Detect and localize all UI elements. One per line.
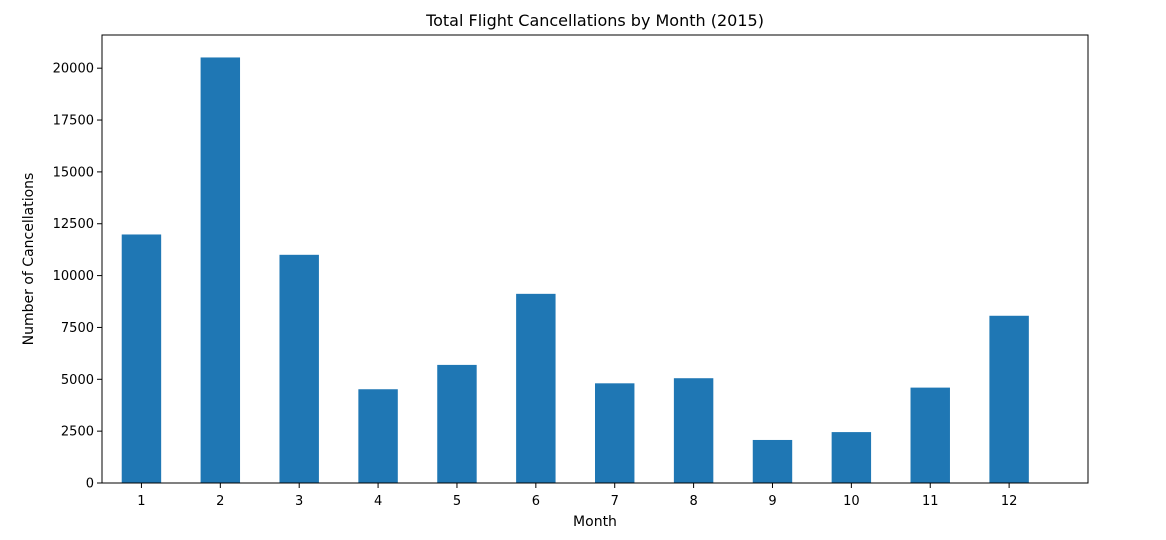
y-tick-label: 0	[86, 477, 94, 492]
x-tick-label: 7	[611, 494, 619, 509]
bar-month-3	[279, 254, 319, 483]
x-tick-label: 12	[1001, 494, 1018, 509]
bar-month-7	[595, 383, 635, 483]
y-tick-label: 12500	[53, 217, 94, 232]
x-axis-label: Month	[573, 514, 617, 530]
x-tick-label: 3	[295, 494, 303, 509]
x-tick-label: 6	[532, 494, 540, 509]
bar-month-10	[831, 432, 872, 483]
y-axis: 0 2500 5000 7500 10000 12500 15000 17500 20000	[53, 62, 102, 492]
bar-month-2	[200, 57, 241, 484]
x-tick-label: 2	[216, 494, 224, 509]
y-axis-label: Number of Cancellations	[21, 173, 37, 346]
bar-month-12	[989, 315, 1029, 483]
bar-month-8	[673, 378, 714, 483]
bar-month-9	[752, 439, 793, 483]
bar-month-6	[516, 293, 556, 483]
bar-month-1	[121, 234, 162, 483]
y-tick-label: 15000	[53, 165, 94, 180]
y-tick-label: 10000	[53, 269, 94, 284]
y-tick-label: 7500	[61, 321, 94, 336]
bars-layer	[121, 57, 1029, 484]
bar-month-4	[358, 389, 398, 483]
y-tick-label: 2500	[61, 425, 94, 440]
x-tick-label: 10	[843, 494, 860, 509]
x-axis: 1 2 3 4 5 6 7 8 9 10 11 12	[137, 483, 1017, 509]
y-tick-label: 20000	[53, 62, 94, 77]
plot-frame	[101, 34, 1089, 484]
x-tick-label: 9	[768, 494, 776, 509]
bar-month-11	[910, 387, 950, 483]
chart-title: Total Flight Cancellations by Month (201…	[425, 11, 764, 30]
x-tick-label: 4	[374, 494, 382, 509]
x-tick-label: 5	[453, 494, 461, 509]
x-tick-label: 1	[137, 494, 145, 509]
y-tick-label: 17500	[53, 114, 94, 129]
bar-month-5	[437, 364, 477, 483]
x-tick-label: 8	[689, 494, 697, 509]
x-tick-label: 11	[922, 494, 939, 509]
y-tick-label: 5000	[61, 373, 94, 388]
